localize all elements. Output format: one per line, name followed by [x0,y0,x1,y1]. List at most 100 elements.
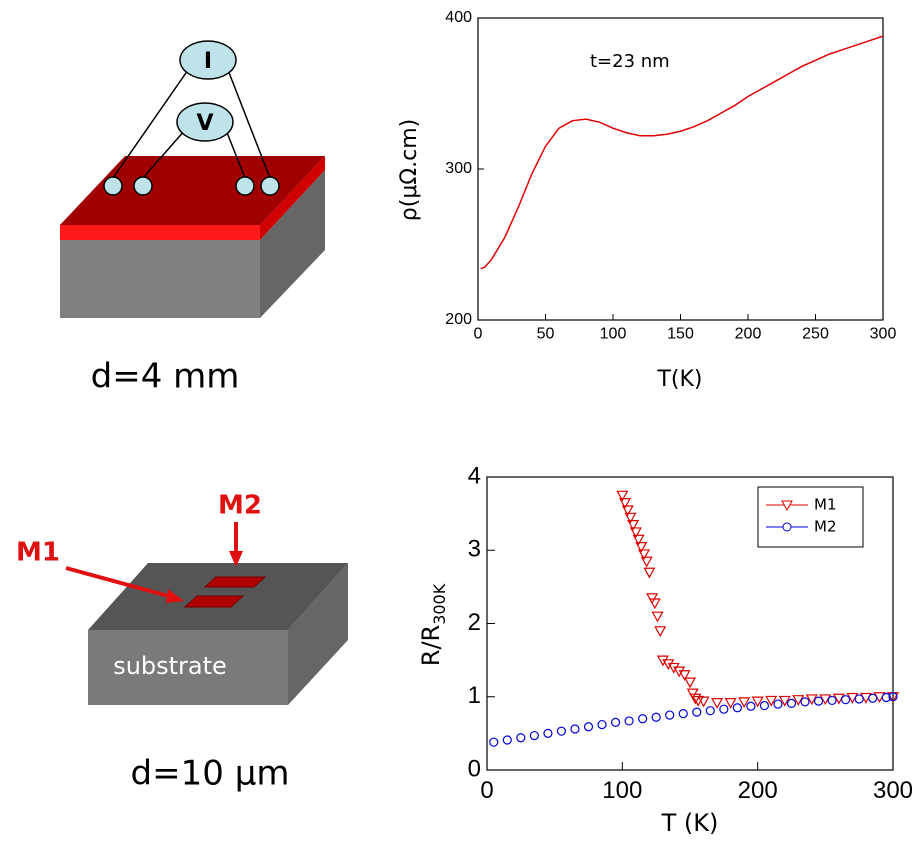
data-point [881,692,891,703]
data-point [662,659,675,671]
data-point [689,693,702,705]
y-tick-label: 1 [468,682,481,709]
label: V [196,111,213,136]
data-point [667,662,680,674]
y-axis-label-sub: 300K [430,583,449,625]
data-point [678,708,688,719]
substrate-front [88,630,288,705]
data-point [678,670,691,682]
y-axis-label: ρ(μΩ.cm) [397,119,422,221]
film-side [260,156,325,240]
data-point [711,698,724,709]
data-point [683,677,697,689]
data-point [654,626,667,638]
data-point [773,699,783,709]
current-node [179,40,237,80]
x-axis-label: T (K) [661,809,719,837]
data-point [827,695,837,706]
data-point [751,696,764,708]
y-axis-label-main: R/R [417,625,445,666]
legend-label: M2 [814,518,837,536]
data-point [638,714,648,724]
x-tick-label: 50 [537,326,555,343]
caption: d=4 mm [91,357,240,397]
data-point [543,728,553,738]
legend-label: M1 [814,496,837,514]
x-tick-label: 200 [735,326,762,343]
data-point [705,706,715,716]
arrowhead [229,551,243,567]
data-point [489,737,499,747]
y-tick-label: 0 [468,755,481,782]
data-point [765,695,778,707]
label: I [204,49,212,74]
x-axis-label: T(K) [656,367,702,392]
data-point [610,717,621,727]
label: substrate [113,652,227,680]
data-point [732,703,742,713]
arrow [65,566,173,599]
x-tick-label: 300 [870,326,897,343]
film-top [60,156,325,225]
data-point [627,520,640,531]
x-tick-label: 0 [474,326,483,343]
data-point [616,490,629,502]
data-line [480,35,884,270]
film-edge [60,225,260,240]
data-point [583,722,594,732]
data-point [746,701,756,711]
data-point [813,696,824,706]
data-point [800,697,810,707]
legend-marker [782,522,792,532]
data-point [651,712,661,722]
data-point [637,549,651,561]
data-point [643,567,656,579]
data-point [778,695,791,707]
data-point [724,698,737,709]
x-tick-label: 100 [600,326,627,343]
substrate-side [288,563,348,705]
y-axis-label: R/R300K [417,583,449,666]
data-point [646,593,659,605]
data-point [888,692,898,702]
data-point [868,693,878,703]
voltage-node [176,102,234,142]
data-point [529,730,539,741]
data-point [516,733,526,743]
annotation: t=23 nm [590,51,670,72]
data-point [786,698,797,708]
diagram-2: substrate M1 M2 d=10 μm [16,491,348,794]
x-tick-label: 0 [480,777,493,804]
label: M1 [16,538,60,568]
data-point [651,611,664,623]
data-point [597,719,607,730]
data-point [570,724,580,734]
data-point [686,688,699,700]
data-point [673,666,686,678]
plot-frame [477,17,884,321]
data-point [692,707,702,717]
y-tick-label: 200 [445,311,472,328]
block-front [60,240,260,318]
wire [142,129,186,179]
wire [112,69,189,179]
y-tick-label: 300 [445,160,472,177]
y-tick-label: 2 [468,609,481,636]
contact [133,176,153,196]
contact [235,176,255,196]
data-point [759,700,770,711]
data-point [635,541,648,553]
data-point [624,716,634,726]
x-tick-label: 200 [738,777,778,804]
y-tick-label: 400 [445,9,472,26]
data-point [648,598,661,610]
data-point [665,710,675,720]
x-tick-label: 250 [802,326,829,343]
data-point [854,694,864,704]
data-point [624,512,637,524]
data-point [632,534,645,546]
legend-marker [781,500,793,512]
x-tick-label: 150 [667,326,694,343]
wire [225,129,246,179]
legend-box [757,486,864,548]
